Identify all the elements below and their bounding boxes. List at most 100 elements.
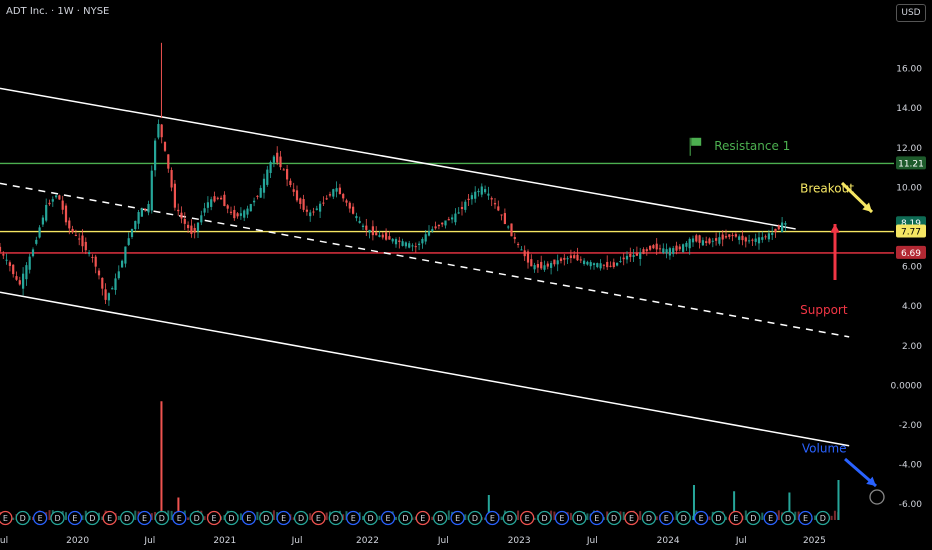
event-marker-icon: [119, 510, 135, 526]
candle-body: [447, 219, 450, 221]
candle-body: [299, 198, 302, 204]
candle-body: [612, 262, 615, 267]
candle-body: [22, 273, 25, 289]
candle-body: [345, 200, 348, 203]
event-marker-icon: [520, 510, 535, 526]
event-marker-label: E: [768, 514, 773, 523]
y-tick-label: -4.00: [899, 461, 923, 471]
y-tick-label: 2.00: [902, 342, 922, 352]
candle-body: [510, 223, 513, 237]
candle-body: [134, 220, 137, 230]
candle-body: [427, 231, 431, 236]
event-marker-icon: [276, 510, 291, 526]
candle-body: [0, 246, 2, 252]
candle-body: [206, 202, 209, 208]
candle-body: [272, 156, 275, 163]
price-label-tag: [896, 224, 926, 238]
candle-body: [724, 236, 728, 238]
candle-body: [474, 191, 477, 199]
candle-body: [322, 202, 325, 204]
candle-body: [332, 189, 335, 197]
candle-body: [282, 169, 285, 171]
candle-body: [160, 124, 163, 138]
volume-bar: [464, 514, 467, 520]
candle-body: [391, 238, 394, 242]
event-marker-label: E: [455, 514, 460, 523]
event-marker-label: E: [629, 514, 634, 523]
candle-body: [38, 227, 41, 238]
event-marker-label: D: [750, 514, 756, 523]
candle-body: [622, 257, 625, 260]
candle-body: [728, 234, 731, 237]
volume-bar: [65, 512, 67, 520]
event-marker-label: E: [3, 514, 8, 523]
channel-line: [0, 87, 796, 230]
volume-bar: [569, 512, 572, 520]
candle-body: [576, 254, 579, 261]
arrow-icon: [866, 476, 876, 486]
candle-body: [767, 233, 770, 240]
volume-bar: [150, 513, 153, 520]
candle-body: [259, 187, 262, 198]
event-marker-label: E: [594, 514, 599, 523]
currency-button[interactable]: USD: [896, 4, 926, 22]
volume-bar: [586, 513, 589, 520]
candle-body: [335, 188, 338, 192]
price-label: 11.21: [898, 159, 924, 169]
event-marker-label: D: [646, 514, 652, 523]
candle-body: [579, 259, 582, 261]
volume-bar: [345, 511, 348, 520]
candle-body: [187, 224, 190, 229]
candle-body: [451, 217, 454, 220]
volume-bar: [325, 512, 328, 520]
volume-bar: [794, 511, 797, 520]
volume-bar: [431, 516, 434, 520]
x-tick-label: 2020: [66, 536, 89, 546]
event-marker-label: D: [507, 514, 513, 523]
candle-body: [675, 245, 678, 251]
event-marker-label: D: [54, 514, 60, 523]
candle-body: [536, 264, 539, 268]
candle-body: [559, 258, 563, 261]
candle-body: [173, 183, 176, 208]
event-marker-label: D: [820, 514, 826, 523]
event-marker-label: E: [664, 514, 669, 523]
candle-body: [18, 280, 21, 285]
candle-body: [401, 241, 404, 246]
candle-body: [88, 252, 91, 254]
candle-body: [5, 259, 8, 261]
candle-body: [658, 248, 662, 250]
candle-body: [748, 240, 751, 242]
y-tick-label: 16.00: [896, 65, 922, 75]
candle-body: [635, 253, 638, 256]
candle-body: [378, 235, 381, 237]
candle-body: [609, 265, 612, 267]
y-tick-label: 4.00: [902, 302, 922, 312]
event-marker-icon: [467, 510, 483, 526]
candle-body: [127, 238, 130, 245]
event-marker-icon: [693, 510, 709, 526]
candle-body: [480, 186, 483, 195]
event-marker-icon: [15, 510, 30, 526]
candle-body: [457, 212, 460, 214]
volume-bar: [500, 516, 503, 520]
event-marker-icon: [137, 510, 152, 526]
volume-bar: [12, 517, 15, 520]
candle-body: [464, 201, 467, 210]
candle-body: [368, 229, 371, 233]
candle-body: [144, 208, 147, 210]
candle-body: [190, 225, 193, 234]
candle-body: [497, 206, 500, 211]
event-marker-label: D: [437, 514, 443, 523]
candle-body: [586, 261, 589, 265]
event-marker-icon: [711, 510, 726, 526]
volume-bar: [309, 513, 312, 520]
candle-body: [269, 162, 272, 173]
candle-body: [484, 189, 487, 193]
volume-bar: [256, 511, 259, 520]
event-marker-label: E: [246, 514, 251, 523]
annotation-label: Breakout: [800, 181, 854, 195]
event-marker-label: E: [212, 514, 217, 523]
candle-body: [672, 248, 675, 254]
